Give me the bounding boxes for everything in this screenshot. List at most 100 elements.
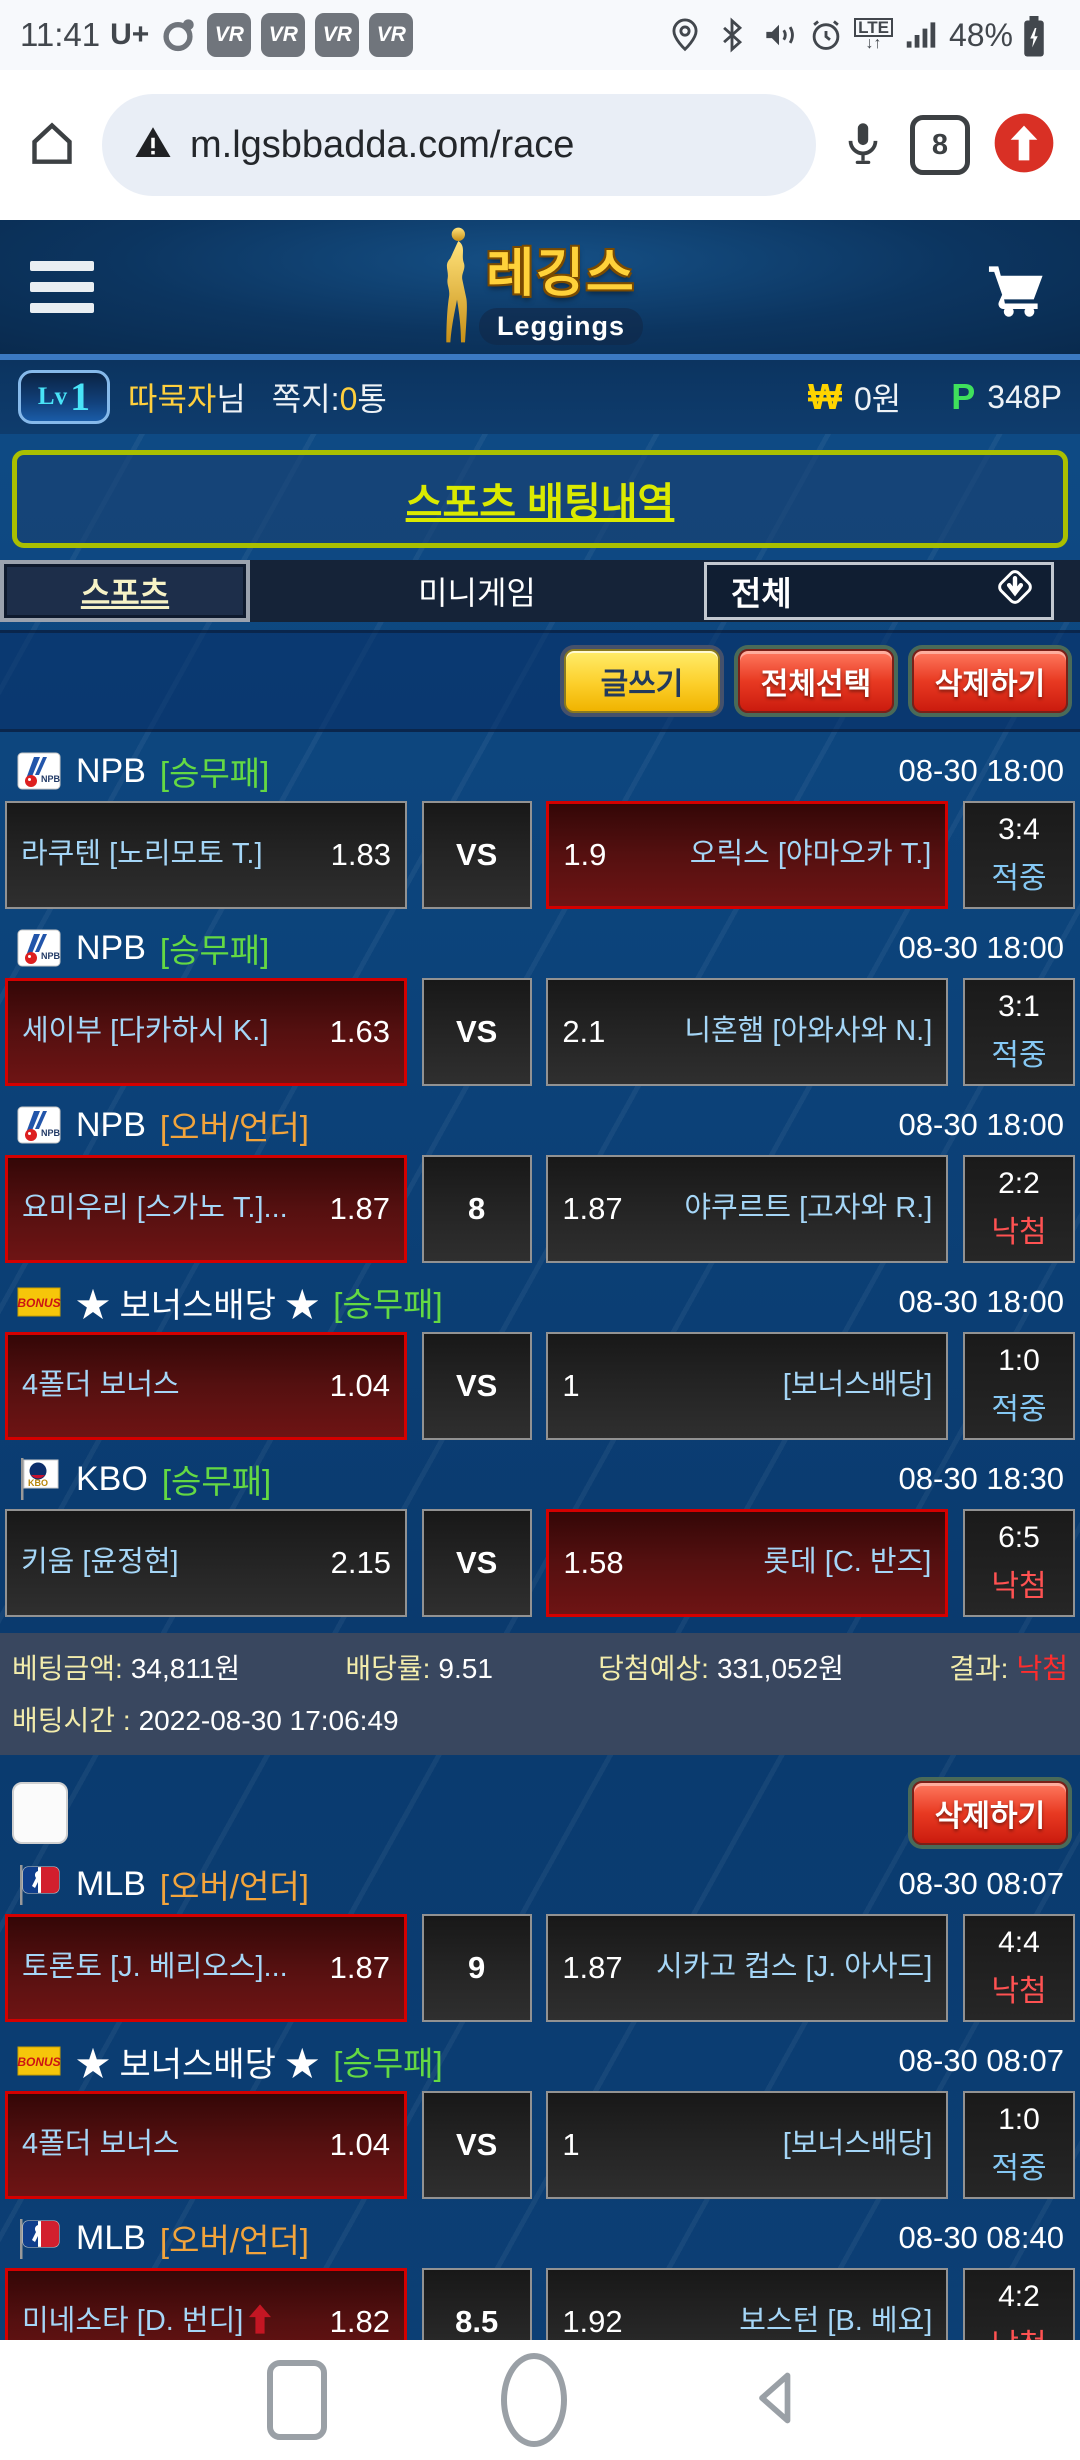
won-icon: ₩ bbox=[808, 376, 842, 417]
home-pick-cell[interactable]: 키움 [윤정현] 2.15 bbox=[5, 1509, 407, 1617]
away-pick-cell[interactable]: 1.9 오릭스 [야마오카 T.] bbox=[546, 801, 949, 909]
away-pick-cell[interactable]: 1.87 야쿠르트 [고자와 R.] bbox=[546, 1155, 949, 1263]
home-odds: 1.87 bbox=[329, 1950, 390, 1985]
away-team-name: 롯데 [C. 반즈] bbox=[763, 1546, 932, 1579]
menu-icon[interactable] bbox=[30, 261, 94, 313]
league-name: ★ 보너스배당 ★ bbox=[76, 1286, 320, 1325]
draw-or-line-cell[interactable]: VS bbox=[421, 801, 532, 909]
center-value: VS bbox=[455, 2127, 498, 2162]
mic-icon[interactable] bbox=[838, 118, 888, 173]
status-icons: LTE ↓↑ 48% bbox=[666, 16, 1060, 57]
browser-home-icon[interactable] bbox=[24, 115, 80, 176]
league-name: NPB bbox=[76, 1105, 146, 1144]
leg-header: MLB [오버/언더] 08-30 08:07 bbox=[0, 1859, 1080, 1909]
status-bar: 11:41 U+ VR VR VR VR LTE ↓↑ bbox=[0, 0, 1080, 70]
match-datetime: 08-30 08:07 bbox=[898, 1866, 1064, 1901]
match-row: 세이부 [다카하시 K.] 1.63 VS 2.1 니혼햄 [아와사와 N.] … bbox=[0, 978, 1080, 1086]
delete-button[interactable]: 삭제하기 bbox=[912, 649, 1068, 713]
page-title: 스포츠 배팅내역 bbox=[405, 481, 675, 525]
site-header: 레깅스 Leggings bbox=[0, 220, 1080, 354]
score-cell: 3:1 적중 bbox=[962, 978, 1075, 1086]
site-warning-icon[interactable] bbox=[132, 122, 174, 169]
away-team-name: 야쿠르트 [고자와 R.] bbox=[684, 1192, 933, 1225]
center-value: VS bbox=[455, 1368, 498, 1403]
home-pick-cell[interactable]: 4폴더 보너스 1.04 bbox=[5, 2091, 407, 2199]
market-label: [오버/언더] bbox=[159, 1109, 309, 1146]
bet-leg: NPB NPB [승무패] 08-30 18:00 라쿠텐 [노리모토 T.] … bbox=[0, 746, 1080, 909]
tab-switcher-button[interactable]: 8 bbox=[910, 115, 970, 175]
match-datetime: 08-30 18:30 bbox=[898, 1461, 1064, 1496]
user-info-bar: Lv 1 따묵자님 쪽지:0통 ₩ 0원 P 348P bbox=[0, 360, 1080, 434]
draw-or-line-cell[interactable]: 9 bbox=[421, 1914, 532, 2022]
home-team-name: 세이부 [다카하시 K.] bbox=[22, 1015, 269, 1048]
leg-header: NPB NPB [승무패] 08-30 18:00 bbox=[0, 746, 1080, 796]
recents-button[interactable] bbox=[267, 2360, 327, 2440]
home-pick-cell[interactable]: 4폴더 보너스 1.04 bbox=[5, 1332, 407, 1440]
away-pick-cell[interactable]: 2.1 니혼햄 [아와사와 N.] bbox=[546, 978, 949, 1086]
vr-notification-icon: VR bbox=[369, 13, 414, 57]
mute-vibrate-icon bbox=[760, 16, 798, 54]
page-title-banner[interactable]: 스포츠 배팅내역 bbox=[12, 450, 1068, 548]
home-pick-cell[interactable]: 세이부 [다카하시 K.] 1.63 bbox=[5, 978, 407, 1086]
home-odds: 1.63 bbox=[329, 1014, 390, 1049]
leg-header: NPB NPB [승무패] 08-30 18:00 bbox=[0, 923, 1080, 973]
market-label: [오버/언더] bbox=[159, 1868, 309, 1905]
message-count[interactable]: 쪽지:0통 bbox=[271, 381, 387, 417]
home-team-name: 미네소타 [D. 번디] bbox=[22, 2303, 322, 2341]
url-text[interactable]: m.lgsbbadda.com/race bbox=[190, 123, 575, 166]
league-name: ★ 보너스배당 ★ bbox=[76, 2045, 320, 2084]
result-badge: 낙첨 bbox=[991, 1975, 1047, 2008]
home-odds: 1.04 bbox=[329, 1368, 390, 1403]
home-pick-cell[interactable]: 토론토 [J. 베리오스]... 1.87 bbox=[5, 1914, 407, 2022]
away-pick-cell[interactable]: 1 [보너스배당] bbox=[546, 1332, 949, 1440]
bet-leg: BONUS ★ 보너스배당 ★ [승무패] 08-30 08:07 4폴더 보너… bbox=[0, 2036, 1080, 2199]
cart-icon[interactable] bbox=[984, 254, 1050, 320]
bet-slip-group-1: NPB NPB [승무패] 08-30 18:00 라쿠텐 [노리모토 T.] … bbox=[0, 746, 1080, 1755]
final-score: 4:2 bbox=[998, 2280, 1040, 2313]
draw-or-line-cell[interactable]: VS bbox=[421, 1332, 532, 1440]
draw-or-line-cell[interactable]: VS bbox=[421, 2091, 532, 2199]
bet-result: 결과: 낙첨 bbox=[949, 1653, 1068, 1684]
match-datetime: 08-30 18:00 bbox=[898, 753, 1064, 788]
league-name: MLB bbox=[76, 2218, 146, 2257]
battery-percent: 48% bbox=[948, 16, 1013, 53]
home-odds: 1.82 bbox=[329, 2304, 390, 2339]
draw-or-line-cell[interactable]: 8 bbox=[421, 1155, 532, 1263]
lte-icon: LTE ↓↑ bbox=[854, 18, 893, 52]
away-odds: 2.1 bbox=[562, 1014, 606, 1049]
npb-league-icon: NPB bbox=[16, 748, 62, 794]
bet-time: 배팅시간 :2022-08-30 17:06:49 bbox=[12, 1705, 399, 1736]
home-odds: 2.15 bbox=[330, 1545, 391, 1580]
filter-select[interactable]: 전체 bbox=[704, 562, 1054, 620]
home-pick-cell[interactable]: 라쿠텐 [노리모토 T.] 1.83 bbox=[5, 801, 407, 909]
bet-amount: 베팅금액: 34,811원 bbox=[12, 1653, 241, 1684]
away-pick-cell[interactable]: 1.87 시카고 컵스 [J. 아사드] bbox=[546, 1914, 949, 2022]
away-pick-cell[interactable]: 1 [보너스배당] bbox=[546, 2091, 949, 2199]
match-datetime: 08-30 18:00 bbox=[898, 930, 1064, 965]
site-logo[interactable]: 레깅스 Leggings bbox=[437, 224, 643, 351]
header-accent-line bbox=[0, 354, 1080, 360]
tab-minigame[interactable]: 미니게임 bbox=[418, 575, 536, 611]
home-pick-cell[interactable]: 요미우리 [스가노 T.]... 1.87 bbox=[5, 1155, 407, 1263]
leg-header: BONUS ★ 보너스배당 ★ [승무패] 08-30 18:00 bbox=[0, 1277, 1080, 1327]
away-odds: 1.87 bbox=[562, 1950, 623, 1985]
score-cell: 6:5 낙첨 bbox=[962, 1509, 1075, 1617]
tab-sports[interactable]: 스포츠 bbox=[0, 560, 250, 622]
result-badge: 낙첨 bbox=[991, 1216, 1047, 1249]
home-button[interactable] bbox=[501, 2353, 567, 2447]
away-pick-cell[interactable]: 1.58 롯데 [C. 반즈] bbox=[546, 1509, 949, 1617]
draw-or-line-cell[interactable]: VS bbox=[421, 978, 532, 1086]
bluetooth-icon bbox=[713, 16, 751, 54]
away-odds: 1.87 bbox=[562, 1191, 623, 1226]
select-bet-checkbox[interactable] bbox=[12, 1782, 68, 1844]
write-button[interactable]: 글쓰기 bbox=[564, 649, 720, 713]
delete-button[interactable]: 삭제하기 bbox=[912, 1781, 1068, 1845]
address-bar[interactable]: m.lgsbbadda.com/race bbox=[102, 94, 816, 196]
draw-or-line-cell[interactable]: VS bbox=[421, 1509, 532, 1617]
chrome-update-icon[interactable] bbox=[992, 111, 1056, 180]
select-all-button[interactable]: 전체선택 bbox=[738, 649, 894, 713]
kbo-league-icon: KBO bbox=[16, 1456, 62, 1502]
league-name: NPB bbox=[76, 928, 146, 967]
back-button[interactable] bbox=[741, 2362, 813, 2439]
